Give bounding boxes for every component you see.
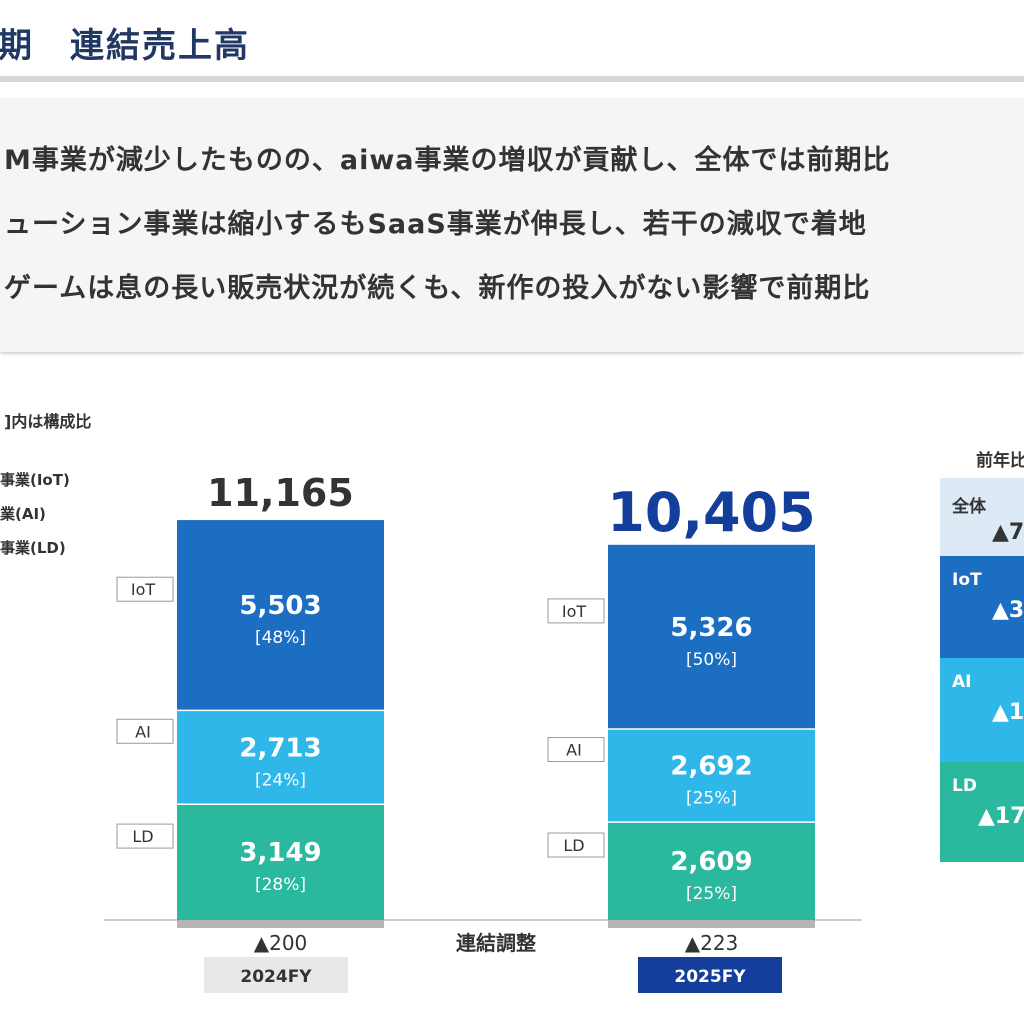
value-label-ai-2025fy: 2,692 xyxy=(670,752,752,782)
yoy-total-label: 全体 xyxy=(952,497,986,517)
segment-tag-ld-2025fy: LD xyxy=(563,836,584,855)
total-label-2025fy: 10,405 xyxy=(607,481,815,544)
category-label-2024fy: 2024FY xyxy=(240,967,312,987)
segment-tag-iot-2025fy: IoT xyxy=(562,602,587,621)
share-label-ld-2024fy: [28%] xyxy=(255,875,306,895)
category-box-2025fy xyxy=(638,957,782,993)
adjustment-label: 連結調整 xyxy=(456,931,536,955)
adjustment-value-2025fy: ▲223 xyxy=(685,931,739,955)
adjustment-strip-2024fy xyxy=(177,920,384,928)
value-label-ld-2025fy: 2,609 xyxy=(670,847,752,877)
value-label-ld-2024fy: 3,149 xyxy=(239,838,321,868)
composition-note: ]内は構成比 xyxy=(4,412,92,431)
total-label-2024fy: 11,165 xyxy=(207,471,354,515)
value-label-ai-2024fy: 2,713 xyxy=(239,733,321,763)
bar-ai-2024fy xyxy=(177,710,384,805)
legend-ld: 事業(LD) xyxy=(0,539,66,557)
adjustment-value-2024fy: ▲200 xyxy=(254,931,308,955)
legend-ai: 業(AI) xyxy=(0,505,46,523)
segment-tag-box-ld-2024fy xyxy=(116,823,174,849)
yoy-iot-box: IoT ▲3 xyxy=(940,556,1024,658)
segment-tag-ai-2024fy: AI xyxy=(135,722,151,741)
share-label-ai-2024fy: [24%] xyxy=(255,770,306,790)
legend-iot: 事業(IoT) xyxy=(0,471,70,489)
summary-line-2: ューション事業は縮小するもSaaS事業が伸長し、若干の減収で着地 xyxy=(4,209,867,240)
yoy-ai-label: AI xyxy=(952,672,972,692)
title-divider xyxy=(0,76,1024,82)
yoy-ld-box: LD ▲17 xyxy=(940,762,1024,862)
yoy-title: 前年比 xyxy=(976,451,1024,471)
category-box-2024fy xyxy=(204,957,348,993)
share-label-ai-2025fy: [25%] xyxy=(686,789,737,809)
segment-tag-box-ld-2025fy xyxy=(547,832,605,858)
share-label-iot-2024fy: [48%] xyxy=(255,628,306,648)
summary-box: M事業が減少したものの、aiwa事業の増収が貢献し、全体では前期比 ューション事… xyxy=(0,98,1024,352)
segment-tag-box-iot-2025fy xyxy=(547,598,605,624)
bar-iot-2025fy xyxy=(608,544,815,729)
segment-tag-box-ai-2024fy xyxy=(116,718,174,744)
segment-tag-box-iot-2024fy xyxy=(116,576,174,602)
share-label-ld-2025fy: [25%] xyxy=(686,884,737,904)
segment-tag-ld-2024fy: LD xyxy=(132,827,153,846)
category-label-2025fy: 2025FY xyxy=(674,967,746,987)
yoy-ld-value: ▲17 xyxy=(978,804,1024,829)
yoy-ai-box: AI ▲1 xyxy=(940,658,1024,762)
bar-ld-2025fy xyxy=(608,822,815,920)
yoy-iot-value: ▲3 xyxy=(992,598,1024,623)
bar-iot-2024fy xyxy=(177,520,384,711)
segment-tag-box-ai-2025fy xyxy=(547,737,605,763)
adjustment-strip-2025fy xyxy=(608,920,815,928)
bar-ai-2025fy xyxy=(608,728,815,823)
share-label-iot-2025fy: [50%] xyxy=(686,650,737,670)
yoy-total-value: ▲7 xyxy=(992,520,1024,545)
yoy-ai-value: ▲1 xyxy=(992,700,1024,725)
yoy-ld-label: LD xyxy=(952,776,977,796)
segment-tag-ai-2025fy: AI xyxy=(566,741,582,760)
value-label-iot-2025fy: 5,326 xyxy=(670,613,752,643)
summary-line-1: M事業が減少したものの、aiwa事業の増収が貢献し、全体では前期比 xyxy=(4,145,891,176)
bar-ld-2024fy xyxy=(177,804,384,920)
segment-tag-iot-2024fy: IoT xyxy=(131,580,156,599)
value-label-iot-2024fy: 5,503 xyxy=(239,591,321,621)
summary-line-3: ゲームは息の長い販売状況が続くも、新作の投入がない影響で前期比 xyxy=(4,273,871,304)
yoy-iot-label: IoT xyxy=(952,570,982,590)
page-title: 期 連結売上高 xyxy=(0,26,250,66)
yoy-total-box: 全体 ▲7 xyxy=(940,478,1024,556)
